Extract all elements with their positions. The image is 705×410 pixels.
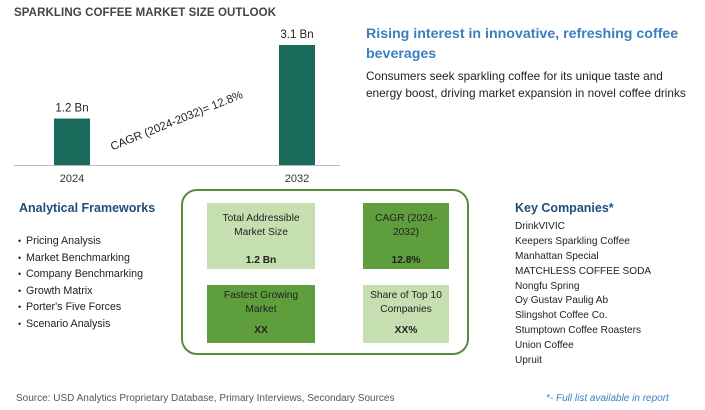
list-item: • Growth Matrix: [18, 283, 143, 300]
list-item: • Porter's Five Forces: [18, 299, 143, 316]
key-companies-list: DrinkVIVIC Keepers Sparkling Coffee Manh…: [515, 220, 651, 369]
list-item: Manhattan Special: [515, 250, 599, 262]
metric-value: XX: [254, 325, 268, 336]
page-title: SPARKLING COFFEE MARKET SIZE OUTLOOK: [14, 7, 277, 19]
metrics-panel: Total Addressible Market Size 1.2 Bn CAG…: [181, 189, 469, 355]
metric-card-top10-share: Share of Top 10 Companies XX%: [363, 285, 449, 343]
list-item: Upruit: [515, 355, 542, 367]
list-item: DrinkVIVIC: [515, 221, 565, 232]
list-item: Union Coffee: [515, 340, 574, 352]
key-companies-title: Key Companies*: [515, 201, 614, 215]
tick-label-2032: 2032: [285, 173, 309, 185]
cagr-annotation: CAGR (2024-2032)= 12.8%: [109, 89, 245, 153]
bar-2032: [279, 45, 315, 165]
analytical-frameworks-list: • Pricing Analysis • Market Benchmarking •…: [18, 233, 143, 333]
subline: Consumers seek sparkling coffee for its …: [366, 69, 686, 100]
bullet-icon: •: [18, 302, 22, 313]
metric-card-fastest-growing: Fastest Growing Market XX: [207, 285, 315, 343]
metric-value: 1.2 Bn: [245, 255, 277, 266]
headline: Rising interest in innovative, refreshin…: [366, 26, 679, 62]
list-item: Oy Gustav Paulig Ab: [515, 295, 609, 307]
bar-2024: [54, 118, 90, 165]
source-note: Source: USD Analytics Proprietary Databa…: [16, 393, 395, 404]
bullet-icon: •: [18, 269, 22, 280]
metric-card-cagr: CAGR (2024-2032) 12.8%: [363, 203, 449, 269]
metric-value: 12.8%: [391, 255, 421, 266]
metric-label: CAGR (2024-2032): [375, 213, 437, 238]
metric-value: XX%: [394, 325, 418, 336]
list-item: Slingshot Coffee Co.: [515, 310, 608, 322]
list-item: • Company Benchmarking: [18, 266, 143, 283]
data-label-2024: 1.2 Bn: [55, 103, 88, 115]
analytical-frameworks-title: Analytical Frameworks: [19, 201, 156, 215]
metric-label: Share of Top 10 Companies: [370, 290, 442, 315]
list-item: Nongfu Spring: [515, 280, 580, 292]
market-size-chart: 1.2 Bn 2024 3.1 Bn 2032 CAGR (2024-2032)= 12…: [14, 29, 340, 185]
list-item: Keepers Sparkling Coffee: [515, 235, 630, 247]
metric-label: Fastest Growing Market: [223, 290, 299, 315]
tick-label-2024: 2024: [60, 173, 84, 185]
footnote: *- Full list available in report: [546, 393, 669, 404]
metric-card-tam: Total Addressible Market Size 1.2 Bn: [207, 203, 315, 269]
list-item: • Pricing Analysis: [18, 233, 143, 250]
list-item: MATCHLESS COFFEE SODA: [515, 265, 652, 277]
bullet-icon: •: [18, 318, 22, 329]
list-item: • Scenario Analysis: [18, 316, 143, 333]
list-item: • Market Benchmarking: [18, 250, 143, 267]
bullet-icon: •: [18, 252, 22, 263]
list-item: Stumptown Coffee Roasters: [515, 325, 642, 337]
bullet-icon: •: [18, 285, 22, 296]
bullet-icon: •: [18, 236, 22, 246]
data-label-2032: 3.1 Bn: [280, 29, 313, 41]
metric-label: Total Addressible Market Size: [222, 213, 300, 238]
